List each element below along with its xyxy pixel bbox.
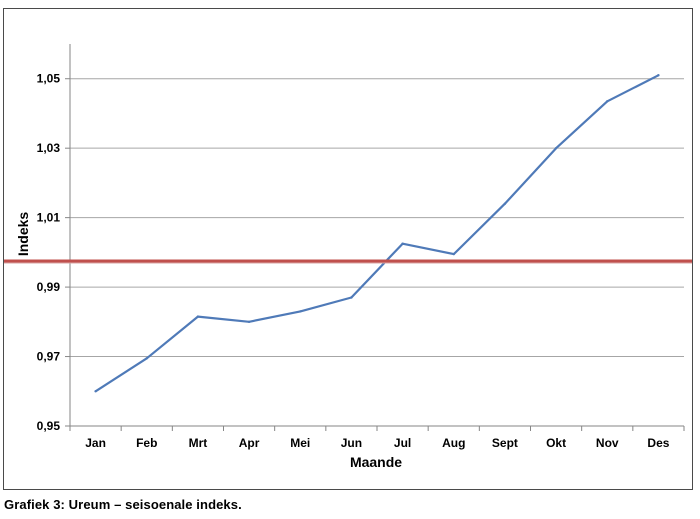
data-point bbox=[196, 315, 200, 318]
y-tick-label: 0,95 bbox=[37, 419, 61, 433]
series-line bbox=[95, 74, 659, 393]
x-tick-label: Okt bbox=[546, 436, 566, 450]
data-point bbox=[503, 202, 507, 205]
y-tick-label: 1,05 bbox=[37, 72, 61, 86]
x-tick-label: Jun bbox=[341, 436, 362, 450]
y-tick-label: 1,03 bbox=[37, 141, 61, 155]
y-tick-label: 1,01 bbox=[37, 211, 61, 225]
x-tick-label: Feb bbox=[136, 436, 157, 450]
y-tick-label: 0,99 bbox=[37, 280, 61, 294]
reference-line-group bbox=[4, 259, 692, 264]
data-point bbox=[94, 390, 97, 393]
figure-caption: Grafiek 3: Ureum – seisoenale indeks. bbox=[4, 497, 242, 512]
data-point bbox=[401, 242, 404, 245]
axes bbox=[65, 44, 685, 431]
x-tick-label: Jul bbox=[394, 436, 411, 450]
y-tick-label: 0,97 bbox=[37, 350, 61, 364]
gridlines bbox=[70, 78, 684, 358]
data-point bbox=[657, 74, 660, 77]
chart-frame bbox=[3, 8, 693, 490]
x-tick-label: Apr bbox=[239, 436, 260, 450]
x-tick-label: Mei bbox=[290, 436, 310, 450]
data-point bbox=[350, 296, 353, 299]
x-tick-label: Aug bbox=[442, 436, 465, 450]
data-point bbox=[452, 252, 455, 256]
data-point bbox=[145, 357, 148, 360]
data-point bbox=[554, 146, 558, 150]
series-group bbox=[94, 74, 660, 393]
x-tick-label: Jan bbox=[85, 436, 106, 450]
y-tick-labels: 0,95 0,97 0,99 1,01 1,03 1,05 bbox=[37, 72, 61, 433]
x-tick-label: Mrt bbox=[189, 436, 208, 450]
data-point bbox=[606, 100, 609, 103]
x-tick-label: Sept bbox=[492, 436, 518, 450]
y-axis-title: Indeks bbox=[15, 212, 31, 257]
x-tick-label: Des bbox=[647, 436, 669, 450]
x-tick-labels: Jan Feb Mrt Apr Mei Jun Jul Aug Sept Okt Nov Des bbox=[85, 436, 670, 450]
line-chart: 0,95 0,97 0,99 1,01 1,03 1,05 Jan Feb Mrt Apr Mei… bbox=[4, 44, 692, 470]
x-axis-title: Maande bbox=[350, 454, 402, 470]
data-point bbox=[299, 310, 302, 313]
data-point bbox=[247, 320, 251, 324]
x-tick-label: Nov bbox=[596, 436, 619, 450]
